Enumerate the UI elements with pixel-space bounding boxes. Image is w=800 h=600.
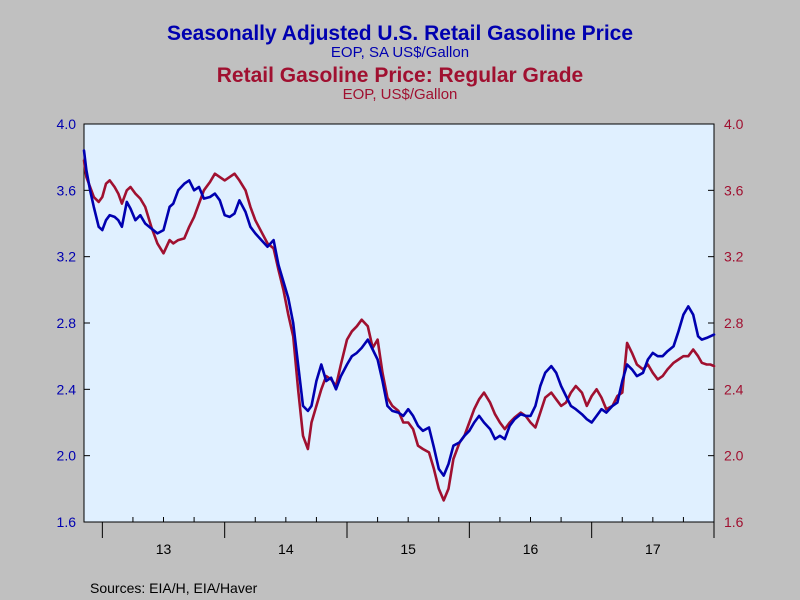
right-y-tick-label: 3.2: [724, 249, 744, 265]
right-y-axis: 1.6 2.0 2.4 2.8 3.2 3.6 4.0: [708, 116, 744, 530]
right-y-tick-label: 2.0: [724, 448, 744, 464]
left-y-axis: 1.6 2.0 2.4 2.8 3.2 3.6 4.0: [57, 116, 90, 530]
left-y-tick-label: 1.6: [57, 514, 77, 530]
series1-title: Seasonally Adjusted U.S. Retail Gasoline…: [167, 22, 633, 45]
right-y-tick-label: 4.0: [724, 116, 744, 132]
source-note: Sources: EIA/H, EIA/Haver: [90, 580, 258, 596]
left-y-tick-label: 3.2: [57, 249, 77, 265]
series2-subtitle: EOP, US$/Gallon: [343, 86, 458, 103]
left-y-tick-label: 4.0: [57, 116, 77, 132]
left-y-tick-label: 3.6: [57, 182, 77, 198]
right-y-tick-label: 2.8: [724, 315, 744, 331]
right-y-tick-label: 2.4: [724, 381, 744, 397]
x-tick-label: 13: [156, 541, 172, 557]
series-lines: [82, 149, 716, 502]
x-axis: 13 14 15 16 17: [101, 517, 715, 557]
series-line-seasonally-adjusted: [82, 149, 716, 477]
series2-title: Retail Gasoline Price: Regular Grade: [217, 64, 583, 87]
x-tick-label: 17: [645, 541, 661, 557]
series1-subtitle: EOP, SA US$/Gallon: [331, 44, 469, 61]
left-y-tick-label: 2.0: [57, 448, 77, 464]
left-y-tick-label: 2.4: [57, 381, 77, 397]
x-tick-label: 15: [400, 541, 416, 557]
x-tick-label: 16: [523, 541, 539, 557]
plot-area: [83, 123, 715, 523]
right-y-tick-label: 3.6: [724, 182, 744, 198]
x-tick-label: 14: [278, 541, 294, 557]
right-y-tick-label: 1.6: [724, 514, 744, 530]
left-y-tick-label: 2.8: [57, 315, 77, 331]
